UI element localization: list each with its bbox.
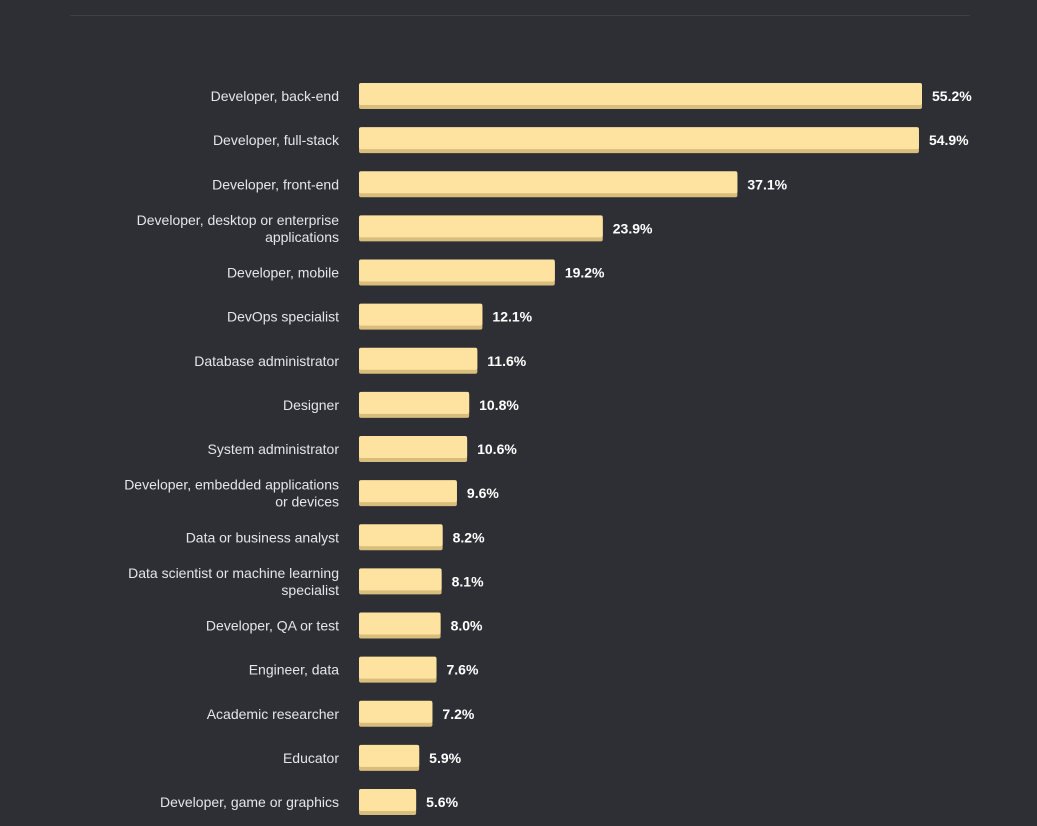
category-label: Developer, desktop or enterprise applicat…	[137, 212, 340, 245]
bar-row: Data or business analyst 8.2%	[186, 524, 485, 551]
bar-row: Educator 5.9%	[283, 744, 462, 771]
value-label: 19.2%	[565, 265, 605, 281]
bar	[359, 700, 433, 723]
category-label-line: Database administrator	[194, 353, 339, 369]
value-label: 10.6%	[477, 441, 517, 457]
bar-row: Database administrator 11.6%	[194, 347, 527, 374]
value-label: 54.9%	[929, 132, 969, 148]
category-label: Academic researcher	[207, 706, 340, 722]
value-label: 5.9%	[429, 750, 461, 766]
category-label: Developer, mobile	[227, 265, 339, 281]
bar	[359, 480, 457, 503]
value-label: 10.8%	[479, 397, 519, 413]
bar-row: Developer, front-end 37.1%	[212, 171, 788, 198]
category-label-line: Developer, mobile	[227, 265, 339, 281]
category-label: Educator	[283, 750, 339, 766]
top-divider	[70, 15, 970, 16]
category-label-line: Data scientist or machine learning	[128, 565, 339, 581]
category-label-line: DevOps specialist	[227, 309, 339, 325]
bar-row: Engineer, data 7.6%	[249, 656, 479, 683]
category-label-line: Developer, front-end	[212, 176, 339, 192]
category-label-line: Designer	[283, 397, 339, 413]
category-label-line: Developer, desktop or enterprise	[137, 212, 340, 228]
bar-row: Developer, back-end 55.2%	[211, 83, 972, 109]
category-label: System administrator	[208, 441, 340, 457]
bar-row: Developer, embedded applications or devic…	[124, 477, 499, 510]
value-label: 12.1%	[492, 309, 532, 325]
category-label: Designer	[283, 397, 339, 413]
bar	[359, 789, 417, 811]
bar-row: Academic researcher 7.2%	[207, 700, 475, 727]
category-label-line: Developer, full-stack	[213, 132, 340, 148]
value-label: 11.6%	[487, 353, 526, 369]
bar-row: System administrator 10.6%	[208, 436, 517, 462]
value-label: 5.6%	[426, 794, 458, 810]
bar-row: Designer 10.8%	[283, 391, 519, 418]
bar	[359, 612, 441, 635]
value-label: 7.2%	[442, 706, 474, 722]
bar	[359, 303, 483, 326]
value-label: 55.2%	[932, 88, 972, 104]
bar	[359, 347, 478, 370]
bar	[359, 656, 437, 679]
bar	[359, 83, 922, 105]
category-label: Developer, front-end	[212, 176, 339, 192]
value-label: 8.0%	[451, 618, 483, 634]
bar	[359, 568, 442, 591]
category-label-line: System administrator	[208, 441, 340, 457]
category-label-line: applications	[265, 229, 339, 245]
value-label: 37.1%	[747, 176, 787, 192]
bar	[359, 744, 420, 767]
bar-row: Developer, mobile 19.2%	[227, 259, 605, 286]
category-label: Database administrator	[194, 353, 339, 369]
category-label-line: Educator	[283, 750, 339, 766]
category-label: Data or business analyst	[186, 529, 339, 545]
value-label: 9.6%	[467, 485, 499, 501]
bar-row: Developer, desktop or enterprise applicat…	[137, 212, 653, 245]
category-label: Developer, back-end	[211, 88, 339, 104]
category-label-line: Engineer, data	[249, 662, 340, 678]
value-label: 23.9%	[613, 220, 653, 236]
bar	[359, 215, 603, 238]
bar-row: Developer, QA or test 8.0%	[206, 612, 483, 639]
bar	[359, 127, 919, 150]
category-label-line: specialist	[281, 582, 339, 598]
bar	[359, 171, 738, 194]
value-label: 8.2%	[453, 529, 485, 545]
category-label: Developer, full-stack	[213, 132, 340, 148]
category-label-line: or devices	[275, 494, 339, 510]
category-label-line: Developer, game or graphics	[160, 794, 339, 810]
bar-row: Developer, full-stack 54.9%	[213, 127, 969, 154]
category-label-line: Developer, back-end	[211, 88, 339, 104]
category-label-line: Academic researcher	[207, 706, 340, 722]
category-label: Data scientist or machine learning specia…	[128, 565, 339, 598]
category-label: DevOps specialist	[227, 309, 339, 325]
bar-row: Data scientist or machine learning specia…	[128, 565, 484, 598]
category-label: Developer, game or graphics	[160, 794, 339, 810]
bar	[359, 391, 470, 414]
category-label: Developer, QA or test	[206, 618, 339, 634]
category-label: Engineer, data	[249, 662, 340, 678]
category-label-line: Developer, QA or test	[206, 618, 339, 634]
bar-row: DevOps specialist 12.1%	[227, 303, 533, 330]
bar	[359, 259, 555, 282]
bar-row: Developer, game or graphics 5.6%	[160, 789, 459, 815]
bar	[359, 524, 443, 547]
category-label: Developer, embedded applications or devic…	[124, 477, 339, 510]
bar	[359, 436, 468, 458]
category-label-line: Developer, embedded applications	[124, 477, 339, 493]
value-label: 7.6%	[447, 662, 479, 678]
category-label-line: Data or business analyst	[186, 529, 339, 545]
value-label: 8.1%	[452, 573, 484, 589]
